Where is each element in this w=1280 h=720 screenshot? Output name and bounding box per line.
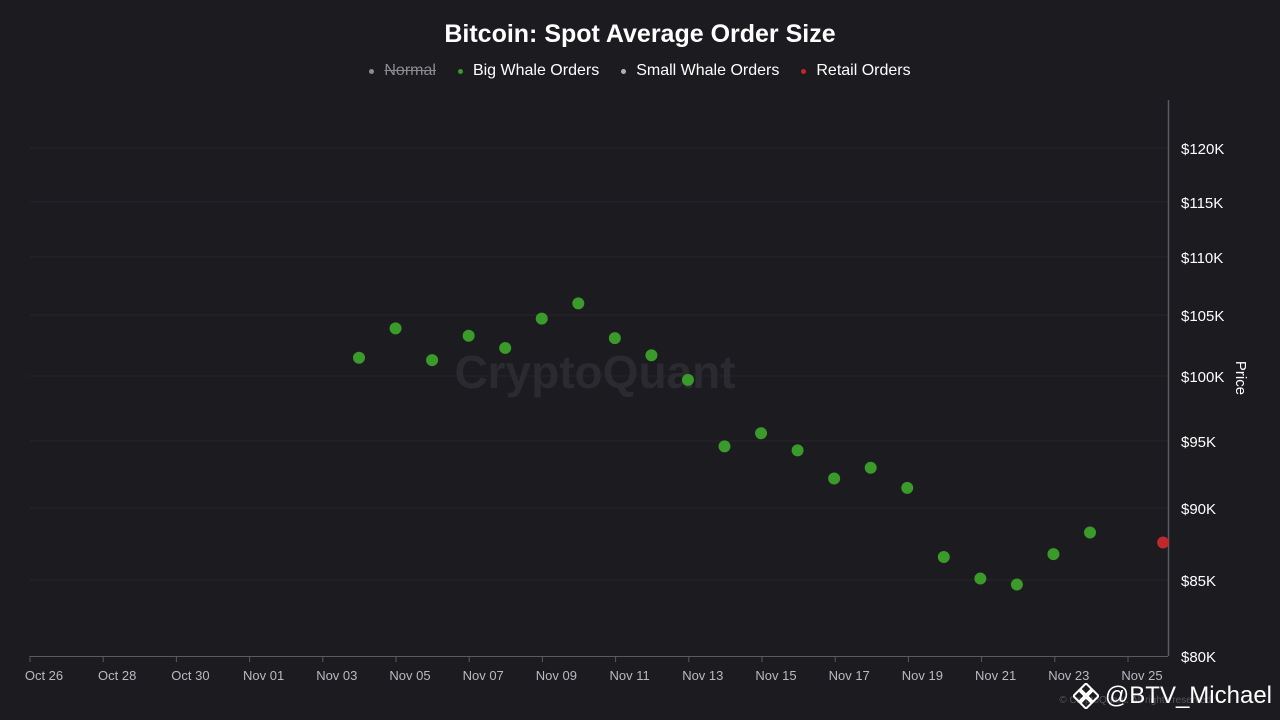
data-point[interactable]: Big Whale Orders Nov 24: $88,300 xyxy=(1084,526,1096,539)
legend-dot-icon xyxy=(457,68,463,74)
data-point[interactable]: Big Whale Orders Nov 20: $86,600 xyxy=(937,550,950,563)
chart-title: Bitcoin: Spot Average Order Size xyxy=(444,20,836,48)
y-axis-label: Price xyxy=(1232,361,1249,395)
y-tick-label: $105K xyxy=(1181,308,1224,325)
x-tick-label: Nov 13 xyxy=(682,668,723,683)
x-tick-label: Oct 30 xyxy=(171,668,209,683)
data-point[interactable]: Retail Orders Nov 27: $87,600 xyxy=(1157,536,1170,549)
data-point[interactable]: Big Whale Orders Nov 12: $101,700 xyxy=(645,349,658,362)
data-point[interactable]: Big Whale Orders Nov 13: $99,700 xyxy=(681,373,694,386)
data-point[interactable]: Big Whale Orders Nov 16: $94,300 xyxy=(791,444,804,457)
author-handle: @BTV_Michael xyxy=(1104,682,1272,709)
y-tick-label: $110K xyxy=(1181,250,1223,267)
x-tick-label: Nov 23 xyxy=(1048,668,1089,683)
x-tick-label: Oct 28 xyxy=(98,668,136,683)
x-tick-label: Nov 11 xyxy=(609,668,649,683)
x-tick-label: Nov 05 xyxy=(389,668,430,683)
legend-dot-icon xyxy=(369,68,375,74)
data-point[interactable]: Big Whale Orders Nov 07: $103,300 xyxy=(462,329,475,342)
copyright-text: © CryptoQuant. All rights reserved. xyxy=(1059,695,1214,706)
data-point[interactable]: Big Whale Orders Nov 23: $86,800 xyxy=(1047,548,1060,561)
data-points: Big Whale Orders Nov 04: $101,500 Big Wha… xyxy=(353,297,1170,591)
data-point[interactable]: Big Whale Orders Nov 18: $93,000 xyxy=(864,461,877,474)
x-tick-label: Nov 25 xyxy=(1121,668,1162,683)
data-point[interactable]: Big Whale Orders Nov 22: $84,700 xyxy=(1010,578,1023,591)
legend-label: Small Whale Orders xyxy=(636,62,780,79)
data-point[interactable]: Big Whale Orders Nov 04: $101,500 xyxy=(353,351,365,364)
data-point[interactable]: Big Whale Orders Nov 08: $102,300 xyxy=(499,341,512,354)
x-tick-label: Nov 21 xyxy=(975,668,1016,683)
y-tick-label: $100K xyxy=(1181,369,1224,386)
author-credit: @BTV_Michael xyxy=(1072,682,1272,710)
x-tick-label: Nov 15 xyxy=(755,668,796,683)
data-point[interactable]: Big Whale Orders Nov 15: $95,600 xyxy=(755,427,768,440)
data-point[interactable]: Big Whale Orders Nov 11: $103,100 xyxy=(608,332,621,345)
data-point[interactable]: Big Whale Orders Nov 19: $91,500 xyxy=(901,481,914,494)
x-tick-label: Nov 03 xyxy=(316,668,357,683)
y-tick-label: $120K xyxy=(1181,141,1224,158)
x-tick-label: Nov 09 xyxy=(536,668,577,683)
data-point[interactable]: Big Whale Orders Nov 17: $92,200 xyxy=(828,472,841,485)
x-tick-label: Nov 19 xyxy=(902,668,943,683)
watermark-text: CryptoQuant xyxy=(454,346,735,398)
chart-legend: Normal Big Whale Orders Small Whale Orde… xyxy=(0,62,1280,80)
grid-lines xyxy=(30,147,1168,581)
legend-dot-icon xyxy=(621,68,627,74)
x-tick-label: Nov 07 xyxy=(463,668,504,683)
data-point[interactable]: Big Whale Orders Nov 09: $104,700 xyxy=(535,312,548,325)
legend-label: Normal xyxy=(384,62,436,79)
x-tick-label: Nov 01 xyxy=(243,668,284,683)
data-point[interactable]: Big Whale Orders Nov 06: $101,300 xyxy=(426,354,439,367)
legend-label: Retail Orders xyxy=(816,62,911,79)
legend-label: Big Whale Orders xyxy=(472,62,600,79)
data-point[interactable]: Big Whale Orders Nov 14: $94,600 xyxy=(718,440,731,453)
legend-item-retail-orders[interactable]: Retail Orders xyxy=(801,62,911,80)
y-tick-label: $90K xyxy=(1181,501,1216,518)
legend-item-big-whale-orders[interactable]: Big Whale Orders xyxy=(457,62,600,80)
x-tick-label: Nov 17 xyxy=(829,668,870,683)
y-tick-label: $80K xyxy=(1181,649,1216,666)
y-tick-label: $115K xyxy=(1181,195,1223,212)
legend-dot-icon xyxy=(801,68,807,74)
binance-logo-icon xyxy=(1072,683,1099,709)
data-point[interactable]: Big Whale Orders Nov 05: $103,900 xyxy=(389,322,402,335)
data-point[interactable]: Big Whale Orders Nov 10: $106,000 xyxy=(572,297,585,310)
data-point[interactable]: Big Whale Orders Nov 21: $85,100 xyxy=(974,572,987,585)
axes: $80K $85K $90K $95K $100K $105K $110K $115K $120… xyxy=(25,100,1224,683)
y-tick-label: $95K xyxy=(1181,434,1216,451)
x-tick-label: Oct 26 xyxy=(25,668,63,683)
y-tick-label: $85K xyxy=(1181,573,1216,590)
legend-item-normal[interactable]: Normal xyxy=(369,62,436,80)
legend-item-small-whale-orders[interactable]: Small Whale Orders xyxy=(621,62,779,80)
